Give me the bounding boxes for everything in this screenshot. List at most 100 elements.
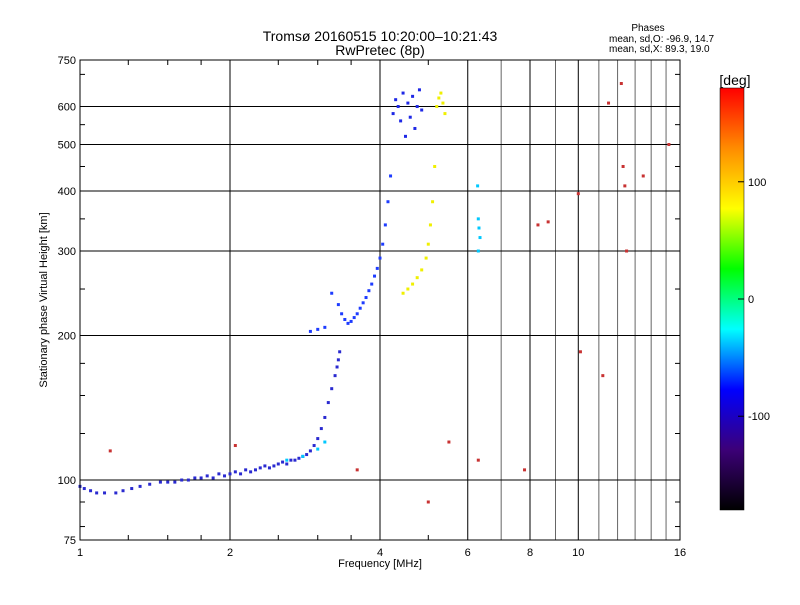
data-point	[253, 468, 257, 472]
data-point	[258, 466, 262, 470]
data-point	[415, 276, 419, 280]
data-point	[312, 444, 316, 448]
data-point	[82, 487, 86, 491]
plot-frame	[79, 59, 681, 541]
data-point	[378, 256, 382, 260]
data-point	[293, 458, 297, 462]
data-point	[623, 184, 627, 188]
data-point	[373, 274, 377, 278]
data-point	[316, 437, 320, 441]
data-point	[355, 312, 359, 316]
data-point	[186, 478, 190, 482]
colorbar-label: [deg]	[719, 72, 750, 88]
series-o-2	[391, 88, 424, 138]
data-point	[308, 449, 312, 453]
data-point	[424, 256, 428, 260]
data-point	[297, 456, 301, 460]
data-point	[316, 327, 320, 331]
y-tick-label: 750	[58, 55, 76, 67]
data-point	[211, 476, 215, 480]
data-point	[239, 472, 243, 476]
series-x-3	[401, 91, 447, 295]
data-point	[431, 200, 435, 204]
data-point	[401, 91, 405, 95]
data-point	[403, 134, 407, 138]
data-point	[386, 200, 390, 204]
data-point	[619, 82, 623, 86]
data-point	[413, 126, 417, 130]
data-point	[477, 226, 481, 230]
data-point	[417, 88, 421, 92]
data-point	[420, 268, 424, 272]
data-point	[441, 101, 445, 105]
data-point	[217, 472, 221, 476]
colorbar-ticks: 100 0 -100	[738, 177, 770, 423]
x-tick-label: 4	[377, 547, 383, 559]
data-point	[349, 319, 353, 323]
data-point	[301, 454, 305, 458]
data-point	[426, 242, 430, 246]
data-point	[166, 480, 170, 484]
data-points	[78, 82, 671, 504]
data-point	[199, 476, 203, 480]
data-point	[130, 487, 134, 491]
y-tick-label: 75	[64, 535, 76, 547]
data-point	[289, 458, 293, 462]
x-tick-label: 2	[227, 547, 233, 559]
data-point	[396, 105, 400, 109]
data-point	[411, 94, 415, 98]
data-point	[233, 470, 237, 474]
data-point	[180, 478, 184, 482]
data-point	[343, 317, 347, 321]
data-point	[276, 462, 280, 466]
data-point	[364, 296, 368, 300]
x-axis-ticks: 1 2 4 6 8 10 16	[77, 60, 686, 559]
y-tick-label: 500	[58, 140, 76, 152]
data-point	[439, 91, 443, 95]
series-o-4	[285, 184, 482, 462]
x-axis-label: Frequency [MHz]	[338, 558, 422, 570]
series-o-1	[308, 174, 393, 333]
data-point	[272, 464, 276, 468]
data-point	[370, 282, 374, 286]
data-point	[420, 108, 424, 112]
data-point	[338, 350, 342, 354]
data-point	[336, 358, 340, 362]
data-point	[319, 427, 323, 431]
data-point	[406, 287, 410, 291]
y-axis-ticks: 75 100 200 300 400 500 600 750	[58, 55, 680, 547]
data-point	[361, 301, 365, 305]
x-tick-label: 1	[77, 547, 83, 559]
data-point	[330, 387, 334, 391]
data-point	[478, 236, 482, 240]
data-point	[148, 482, 152, 486]
colorbar-tick-label: 100	[748, 177, 766, 189]
data-point	[408, 115, 412, 119]
chart-title: Tromsø 20160515 10:20:00–10:21:43	[263, 28, 498, 44]
data-point	[330, 291, 334, 295]
data-point	[476, 458, 480, 462]
data-point	[340, 312, 344, 316]
data-point	[335, 365, 339, 369]
series-o-0	[78, 350, 342, 495]
data-point	[447, 440, 451, 444]
data-point	[108, 449, 112, 453]
data-point	[158, 480, 162, 484]
data-point	[114, 491, 118, 495]
data-point	[223, 474, 227, 478]
grid	[80, 60, 680, 540]
data-point	[546, 220, 550, 224]
data-point	[399, 119, 403, 123]
data-point	[667, 143, 671, 147]
x-tick-label: 6	[465, 547, 471, 559]
data-point	[267, 466, 271, 470]
data-point	[641, 174, 645, 178]
data-point	[323, 415, 327, 419]
data-point	[394, 98, 398, 102]
y-tick-label: 400	[58, 186, 76, 198]
y-tick-label: 300	[58, 246, 76, 258]
data-point	[346, 321, 350, 325]
data-point	[621, 164, 625, 168]
data-point	[523, 468, 527, 472]
